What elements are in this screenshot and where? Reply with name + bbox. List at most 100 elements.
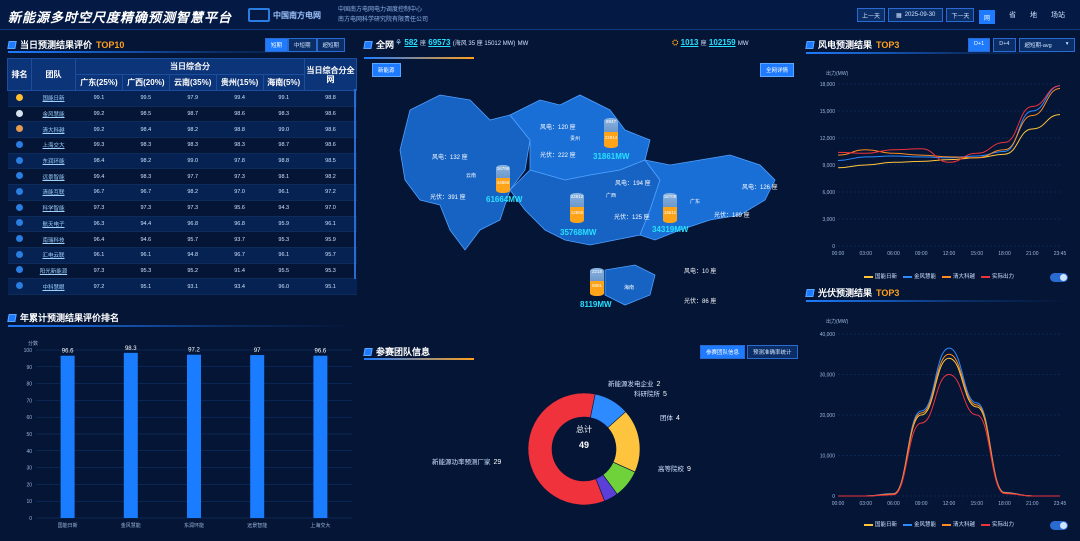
x-tick-label: 18:00 — [998, 501, 1011, 507]
rank-cell — [7, 200, 32, 217]
capacity-cylinder[interactable]: 16796 44868 — [496, 165, 510, 193]
capacity-cylinder[interactable]: 8947 22914 — [604, 118, 618, 148]
series-line[interactable] — [837, 88, 1061, 159]
legend-item[interactable]: 国能日新 — [864, 272, 897, 280]
series-line[interactable] — [838, 347, 1060, 497]
rank-scrollbar[interactable] — [354, 89, 356, 279]
score-cell: 91.4 — [216, 263, 263, 280]
table-row[interactable]: 汇电云联 96.1 96.1 94.8 96.7 96.1 95.7 — [7, 247, 357, 264]
team-title-text: 参赛团队信息 — [376, 347, 431, 357]
legend-item[interactable]: 实际出力 — [981, 272, 1014, 280]
nav-province[interactable]: 省 — [1009, 12, 1017, 19]
series-line[interactable] — [838, 373, 1060, 497]
series-line[interactable] — [837, 85, 1061, 163]
score-cell: 94.8 — [169, 247, 217, 264]
nav-city[interactable]: 地 — [1030, 12, 1038, 19]
bar[interactable] — [250, 355, 265, 518]
col-group-score: 当日综合分 — [75, 58, 305, 75]
donut-center-value: 49 — [578, 440, 589, 450]
capacity-cylinder[interactable]: 2218 5901 — [590, 268, 604, 296]
tab-accuracy-stats[interactable]: 预测准确率统计 — [747, 345, 798, 359]
date-picker[interactable]: ▦ 2025-09-30 — [888, 8, 944, 22]
team-link[interactable]: 东润环能 — [31, 153, 76, 170]
title-underline — [364, 358, 474, 360]
prev-day-button[interactable]: 上一天 — [857, 8, 886, 22]
team-link[interactable]: 航天电子 — [31, 216, 76, 233]
team-link[interactable]: 国能日新 — [31, 90, 76, 107]
d4-button[interactable]: D+4 — [993, 38, 1016, 52]
wind-toggle[interactable] — [1050, 273, 1068, 282]
bar[interactable] — [60, 355, 75, 518]
nav-grid[interactable]: 网 — [979, 10, 996, 24]
legend-item[interactable]: 实际出力 — [981, 520, 1014, 528]
wind-line-chart: 0 3,000 6,000 9,000 12,000 15,000 18,000 00:00 0… — [820, 82, 1067, 257]
table-row[interactable]: 金风慧能 99.2 98.5 98.7 98.6 98.3 98.6 — [7, 106, 357, 123]
rank-cell — [7, 168, 32, 186]
next-day-button[interactable]: 下一天 — [946, 8, 975, 22]
table-row[interactable]: 远景智能 99.4 98.3 97.7 97.3 98.1 98.2 — [7, 168, 357, 186]
series-line[interactable] — [838, 357, 1060, 497]
team-link[interactable]: 中科慧眼 — [31, 278, 76, 295]
grid-detail-button[interactable]: 全网详情 — [760, 63, 795, 77]
x-tick-label: 21:00 — [1026, 251, 1039, 257]
nav-station[interactable]: 场站 — [1051, 12, 1066, 19]
table-row[interactable]: 阳光新能源 97.3 95.3 95.2 91.4 95.5 95.3 — [7, 263, 357, 280]
col-gx: 广西(20%) — [121, 74, 170, 91]
bar[interactable] — [313, 355, 328, 518]
team-link[interactable]: 清大科越 — [31, 121, 76, 139]
solar-toggle[interactable] — [1050, 521, 1068, 530]
team-link[interactable]: 远景智能 — [31, 168, 76, 186]
table-row[interactable]: 清能互联 96.7 96.7 98.2 97.0 96.1 97.2 — [7, 184, 357, 201]
score-cell: 94.6 — [122, 231, 170, 248]
y-tick-label: 10,000 — [820, 454, 836, 460]
new-energy-button[interactable]: 新能源 — [372, 63, 401, 77]
x-tick-label: 15:00 — [970, 501, 983, 507]
series-line[interactable] — [838, 353, 1060, 497]
legend-item[interactable]: 金风慧能 — [903, 520, 936, 528]
tab-ultra-short-term[interactable]: 超短期 — [316, 38, 346, 52]
table-row[interactable]: 航天电子 96.3 94.4 96.8 96.8 95.9 96.1 — [7, 216, 357, 233]
table-row[interactable]: 南瑞科技 96.4 94.6 95.7 93.7 95.3 95.9 — [7, 231, 357, 248]
table-row[interactable]: 中科慧眼 97.2 95.1 93.1 93.4 96.0 95.1 — [7, 278, 357, 295]
title-underline — [364, 57, 474, 59]
team-link[interactable]: 上海交大 — [31, 137, 76, 154]
d1-button[interactable]: D+1 — [968, 38, 991, 52]
legend-item[interactable]: 国能日新 — [864, 520, 897, 528]
tab-team-info[interactable]: 参赛团队信息 — [700, 345, 746, 359]
legend-item[interactable]: 清大科越 — [942, 520, 975, 528]
donut-slice[interactable] — [527, 392, 606, 506]
series-line[interactable] — [837, 114, 1061, 169]
tab-short-term[interactable]: 短期 — [265, 38, 289, 52]
region-yunnan[interactable] — [399, 94, 531, 251]
category-count: 9 — [687, 466, 691, 473]
table-row[interactable]: 东润环能 98.4 98.2 99.0 97.8 98.8 98.5 — [7, 153, 357, 170]
team-link[interactable]: 南瑞科技 — [31, 231, 76, 248]
table-row[interactable]: 上海交大 99.3 98.3 98.3 98.3 98.7 98.6 — [7, 137, 357, 154]
table-row[interactable]: 科学智能 97.3 97.3 97.3 95.6 94.3 97.0 — [7, 200, 357, 217]
level-nav: 网 省 地 场站 — [979, 10, 1065, 24]
team-link[interactable]: 汇电云联 — [31, 247, 76, 264]
team-link[interactable]: 金风慧能 — [31, 106, 76, 123]
series-line[interactable] — [837, 85, 1061, 161]
team-link[interactable]: 阳光新能源 — [31, 263, 76, 280]
region-capacity: 31861MW — [593, 152, 630, 161]
capacity-cylinder[interactable]: 22912 12856 — [570, 193, 584, 223]
solar-panel-icon: ⛭ — [672, 38, 679, 47]
rank-badge-icon — [16, 156, 23, 164]
score-cell: 97.8 — [216, 153, 263, 170]
table-row[interactable]: 清大科越 99.2 98.4 98.2 98.8 99.0 98.6 — [7, 121, 357, 139]
legend-label: 国能日新 — [875, 522, 898, 528]
bar[interactable] — [123, 352, 138, 518]
region-hainan[interactable] — [604, 264, 656, 306]
bar[interactable] — [187, 354, 201, 518]
legend-item[interactable]: 清大科越 — [942, 272, 975, 280]
solar-panel-title: 光伏预测结果 TOP3 — [805, 286, 899, 299]
tab-mid-short-term[interactable]: 中短期 — [288, 38, 317, 52]
legend-item[interactable]: 金风慧能 — [903, 272, 936, 280]
offshore-wind-detail: (海风 35 座 15012 MW) — [452, 41, 516, 47]
team-link[interactable]: 清能互联 — [31, 184, 76, 201]
team-link[interactable]: 科学智能 — [31, 200, 76, 217]
capacity-cylinder[interactable]: 18708 15611 — [663, 193, 677, 223]
table-row[interactable]: 国能日新 99.1 99.5 97.9 99.4 99.1 98.8 — [7, 90, 357, 107]
forecast-type-select[interactable]: 超短期-avg ▾ — [1018, 38, 1075, 52]
